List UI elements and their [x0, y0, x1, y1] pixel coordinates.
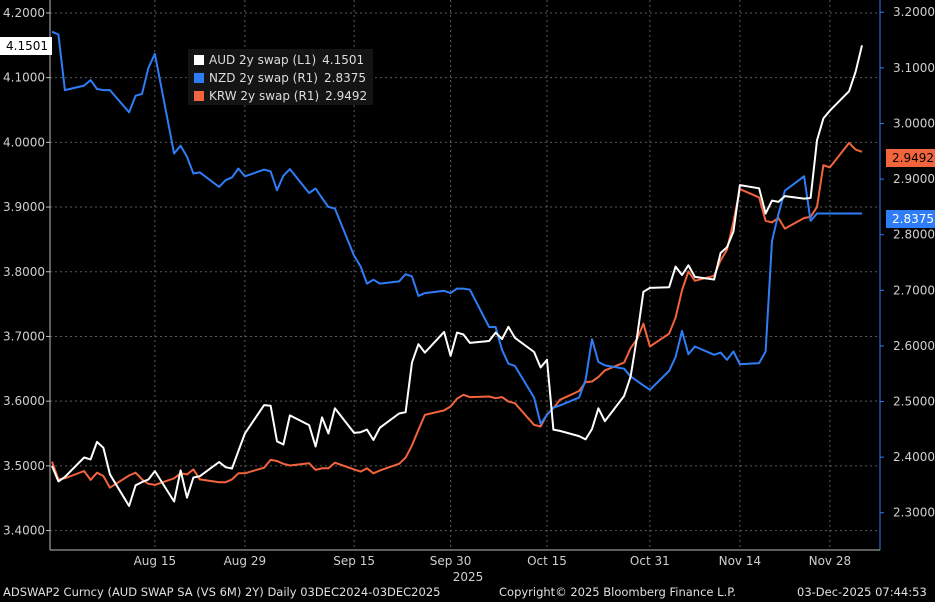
left-axis-tick-label: 3.9000 [3, 200, 45, 214]
right-axis-tick-label: 2.9000 [893, 172, 935, 186]
legend-value-krw: 2.9492 [325, 89, 368, 103]
legend-swatch-aud [194, 55, 204, 65]
axes [46, 0, 884, 551]
series-line-nzd [51, 30, 862, 425]
left-axis-tick-label: 3.8000 [3, 265, 45, 279]
last-value-tag-krw: 2.9492 [886, 149, 935, 167]
series-line-krw [51, 141, 863, 489]
legend-label-nzd: NZD 2y swap (R1) [209, 71, 318, 85]
right-axis-tick-label: 2.8000 [893, 228, 935, 242]
right-axis-tick-label: 3.0000 [893, 116, 935, 130]
footer-timestamp: 03-Dec-2025 07:44:53 [797, 585, 927, 599]
chart-canvas: Aug 15 Aug 29 Sep 15 Sep 30 Oct 15 Oct 31 Nov … [3, 0, 935, 584]
right-axis-tick-label: 2.5000 [893, 395, 935, 409]
x-tick-label: Nov 28 [809, 554, 852, 568]
right-axis-tick-label: 2.7000 [893, 283, 935, 297]
last-value-tag-aud: 4.1501 [0, 37, 52, 55]
legend-value-aud: 4.1501 [322, 53, 365, 67]
x-tick-label: Oct 15 [527, 554, 567, 568]
gridlines [50, 0, 880, 550]
left-axis-tick-label: 3.5000 [3, 459, 45, 473]
right-axis-tick-label: 3.1000 [893, 61, 935, 75]
series-line-aud [51, 45, 863, 507]
x-tick-label: Sep 30 [430, 554, 472, 568]
x-tick-label: Oct 31 [630, 554, 670, 568]
left-axis-tick-label: 4.2000 [3, 6, 45, 20]
right-axis-tick-label: 2.3000 [893, 506, 935, 520]
footer-ticker: ADSWAP2 Curncy (AUD SWAP SA (VS 6M) 2Y) … [3, 585, 441, 599]
left-axis-tick-label: 3.4000 [3, 524, 45, 538]
x-tick-label: Sep 15 [333, 554, 375, 568]
last-value-tag-nzd: 2.8375 [886, 210, 935, 228]
series-lines [51, 30, 863, 507]
legend-value-nzd: 2.8375 [324, 71, 366, 85]
legend-label-krw: KRW 2y swap (R1) [209, 89, 320, 103]
left-axis-tick-label: 4.1000 [3, 71, 45, 85]
legend-entry-aud: AUD 2y swap (L1) 4.1501 [194, 51, 373, 69]
legend-entry-nzd: NZD 2y swap (R1) 2.8375 [194, 69, 373, 87]
right-axis-tick-label: 2.6000 [893, 339, 935, 353]
x-tick-label: Aug 29 [224, 554, 267, 568]
right-axis-tick-label: 2.4000 [893, 450, 935, 464]
left-axis-tick-label: 4.0000 [3, 135, 45, 149]
legend-label-aud: AUD 2y swap (L1) [209, 53, 317, 67]
footer-copyright: Copyright© 2025 Bloomberg Finance L.P. [499, 585, 736, 599]
legend-entry-krw: KRW 2y swap (R1) 2.9492 [194, 87, 373, 105]
x-tick-label: Nov 14 [719, 554, 762, 568]
legend: AUD 2y swap (L1) 4.1501 NZD 2y swap (R1)… [188, 49, 373, 105]
right-axis-tick-label: 3.2000 [893, 5, 935, 19]
left-axis-tick-label: 3.6000 [3, 394, 45, 408]
x-tick-label: Aug 15 [134, 554, 177, 568]
tick-labels: Aug 15 Aug 29 Sep 15 Sep 30 Oct 15 Oct 31 Nov … [3, 5, 935, 584]
legend-swatch-nzd [194, 73, 204, 83]
x-year-label: 2025 [453, 570, 484, 584]
footer-bar: ADSWAP2 Curncy (AUD SWAP SA (VS 6M) 2Y) … [0, 585, 935, 602]
legend-swatch-krw [194, 91, 204, 101]
left-axis-tick-label: 3.7000 [3, 329, 45, 343]
